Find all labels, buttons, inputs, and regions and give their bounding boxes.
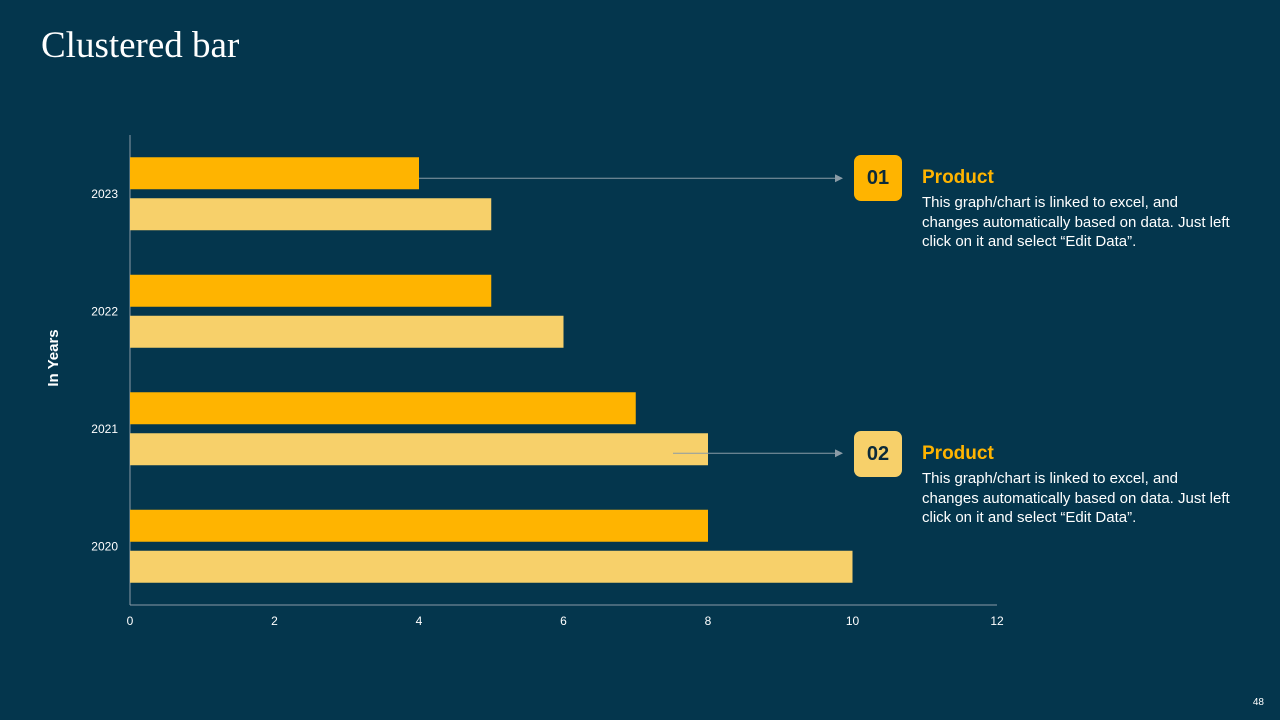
- callout-01-text: This graph/chart is linked to excel, and…: [922, 194, 1230, 250]
- x-tick-label-6: 6: [560, 614, 567, 628]
- y-tick-label-2021: 2021: [91, 422, 118, 436]
- bar-2021-series-2: [130, 433, 708, 466]
- bar-2023-series-2: [130, 198, 492, 231]
- callout-02-text: This graph/chart is linked to excel, and…: [922, 470, 1230, 526]
- bar-2020-series-2: [130, 550, 853, 583]
- x-tick-label-2: 2: [271, 614, 278, 628]
- y-tick-label-2022: 2022: [91, 304, 118, 318]
- x-tick-label-12: 12: [990, 614, 1004, 628]
- bar-2022-series-1: [130, 274, 492, 307]
- bar-2023-series-1: [130, 157, 419, 190]
- callout-01: 01 Product This graph/chart is linked to…: [854, 155, 1234, 255]
- bar-2021-series-1: [130, 392, 636, 425]
- slide-title: Clustered bar: [41, 25, 240, 66]
- y-tick-label-2020: 2020: [91, 539, 118, 553]
- callout-01-badge: 01: [854, 155, 902, 201]
- bar-2020-series-1: [130, 509, 708, 542]
- bar-2022-series-2: [130, 315, 564, 348]
- callout-02: 02 Product This graph/chart is linked to…: [854, 431, 1234, 531]
- y-tick-label-2023: 2023: [91, 187, 118, 201]
- callout-02-badge: 02: [854, 431, 902, 477]
- x-tick-label-8: 8: [705, 614, 712, 628]
- callout-01-heading: Product: [922, 167, 994, 188]
- x-tick-label-0: 0: [127, 614, 134, 628]
- y-axis-title: In Years: [45, 329, 62, 386]
- page-number: 48: [1252, 697, 1264, 708]
- x-tick-label-4: 4: [416, 614, 423, 628]
- x-tick-label-10: 10: [846, 614, 860, 628]
- callout-02-heading: Product: [922, 443, 994, 464]
